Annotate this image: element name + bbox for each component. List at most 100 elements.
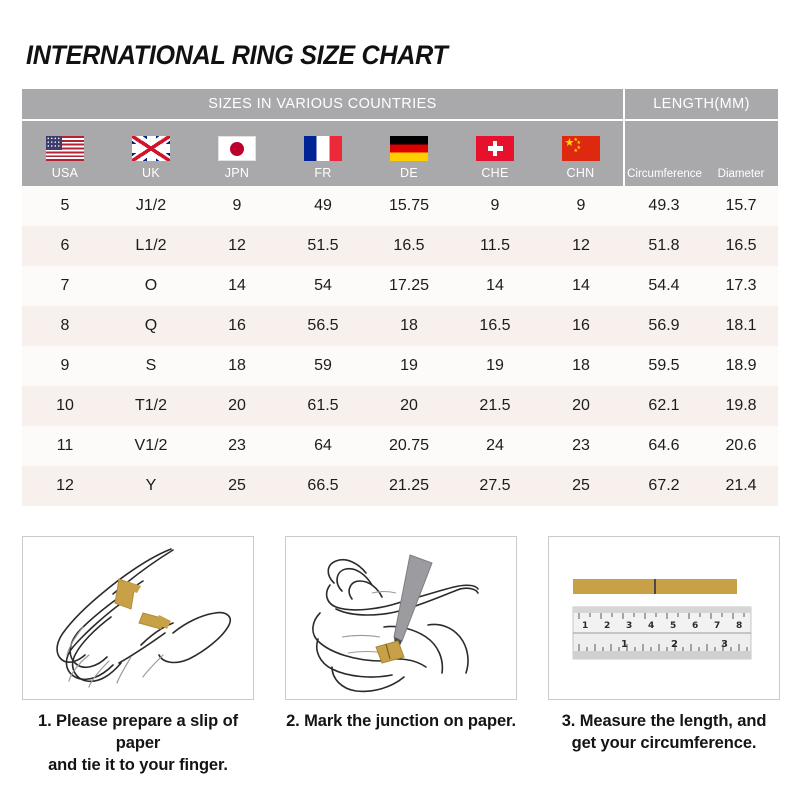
cell-de: 19 [366,346,452,386]
cell-che: 16.5 [452,306,538,346]
ruler-and-strip-drawing: 1 2 3 4 5 6 7 8 1 2 3 [572,579,752,660]
table-row: 8 Q 16 56.5 18 16.5 16 56.9 18.1 [22,306,779,346]
cell-usa: 11 [22,426,108,466]
china-flag-icon: ★ ★ ★ ★ ★ [561,136,600,161]
table-row: 10 T1/2 20 61.5 20 21.5 20 62.1 19.8 [22,386,779,426]
step-1: 1. Please prepare a slip of paper and ti… [22,536,254,776]
cell-chn: 12 [538,226,624,266]
column-header-de: DE [366,119,452,186]
cell-jpn: 9 [194,186,280,226]
pen-icon [393,554,433,655]
cell-de: 15.75 [366,186,452,226]
column-code-de: DE [400,166,418,180]
step-3: 1 2 3 4 5 6 7 8 1 2 3 3. Measure the length, an… [548,536,780,755]
column-header-uk: UK [108,119,194,186]
cell-usa: 9 [22,346,108,386]
ruler-icon: 1 2 3 4 5 6 7 8 1 2 3 [572,606,752,660]
table-row: 9 S 18 59 19 19 18 59.5 18.9 [22,346,779,386]
hand-line-drawing [56,548,231,688]
svg-text:7: 7 [714,621,720,631]
us-flag-icon [46,136,84,161]
cell-che: 19 [452,346,538,386]
column-header-usa: USA [22,119,108,186]
cell-uk: J1/2 [108,186,194,226]
cell-fr: 56.5 [280,306,366,346]
cell-fr: 54 [280,266,366,306]
step-2-caption-line1: 2. Mark the junction on paper. [286,712,516,730]
cell-fr: 64 [280,426,366,466]
column-header-chn: ★ ★ ★ ★ ★ CHN [538,119,624,186]
svg-text:3: 3 [721,639,728,650]
cell-diameter: 16.5 [704,226,779,266]
group-header-countries: SIZES IN VARIOUS COUNTRIES [22,89,625,120]
column-header-jpn: JPN [194,119,280,186]
cell-uk: T1/2 [108,386,194,426]
cell-uk: Q [108,306,194,346]
cell-circumference: 54.4 [624,266,704,306]
cell-de: 20 [366,386,452,426]
step-1-caption-line2: and tie it to your finger. [48,755,228,774]
cell-diameter: 15.7 [704,186,779,226]
hand-marking-paper-with-pen-illustration [285,536,517,700]
cell-uk: L1/2 [108,226,194,266]
svg-text:1: 1 [621,639,628,650]
cell-de: 17.25 [366,266,452,306]
column-header-che: CHE [452,119,538,186]
step-3-caption-line1: 3. Measure the length, and [561,712,767,730]
germany-flag-icon [390,136,428,161]
cell-che: 24 [452,426,538,466]
cell-circumference: 59.5 [624,346,704,386]
svg-text:6: 6 [692,621,698,631]
cell-uk: V1/2 [108,426,194,466]
column-header-row: USA UK JPN FR [22,119,779,186]
cell-fr: 51.5 [280,226,366,266]
svg-text:4: 4 [648,621,654,631]
cell-chn: 23 [538,426,624,466]
svg-text:2: 2 [604,621,610,631]
column-label-diameter: Diameter [717,168,765,180]
svg-text:3: 3 [626,621,632,631]
table-head: SIZES IN VARIOUS COUNTRIES LENGTH(MM) US… [22,89,779,186]
cell-diameter: 17.3 [704,266,779,306]
column-header-circumference: Circumference [623,119,704,186]
cell-de: 20.75 [366,426,452,466]
switzerland-flag-icon [476,136,514,161]
column-code-usa: USA [51,166,79,180]
cell-circumference: 56.9 [624,306,704,346]
cell-diameter: 21.4 [704,466,779,506]
cell-chn: 16 [538,306,624,346]
step-3-caption: 3. Measure the length, and get your circ… [548,711,780,755]
cell-diameter: 19.8 [704,386,779,426]
cell-chn: 9 [538,186,624,226]
cell-usa: 10 [22,386,108,426]
cell-circumference: 49.3 [624,186,704,226]
cell-jpn: 20 [194,386,280,426]
hand-and-pen-line-drawing [312,554,479,693]
uk-flag-icon [132,136,170,161]
cell-usa: 7 [22,266,108,306]
cell-chn: 18 [538,346,624,386]
column-header-diameter: Diameter [704,119,779,186]
step-2: 2. Mark the junction on paper. [285,536,517,733]
paper-strip-on-ruler-illustration: 1 2 3 4 5 6 7 8 1 2 3 [548,536,780,700]
group-header-row: SIZES IN VARIOUS COUNTRIES LENGTH(MM) [22,89,779,120]
cell-uk: S [108,346,194,386]
cell-de: 21.25 [366,466,452,506]
cell-jpn: 25 [194,466,280,506]
cell-jpn: 14 [194,266,280,306]
cell-che: 27.5 [452,466,538,506]
column-code-che: CHE [481,166,509,180]
cell-che: 14 [452,266,538,306]
svg-text:1: 1 [582,621,588,631]
column-code-jpn: JPN [224,166,250,180]
cell-circumference: 64.6 [624,426,704,466]
cell-fr: 66.5 [280,466,366,506]
column-code-fr: FR [314,166,332,180]
table-row: 12 Y 25 66.5 21.25 27.5 25 67.2 21.4 [22,466,779,506]
cell-jpn: 16 [194,306,280,346]
paper-strip-icon [114,578,171,630]
paper-strip-icon [573,579,737,594]
japan-flag-icon [218,136,256,161]
cell-circumference: 62.1 [624,386,704,426]
